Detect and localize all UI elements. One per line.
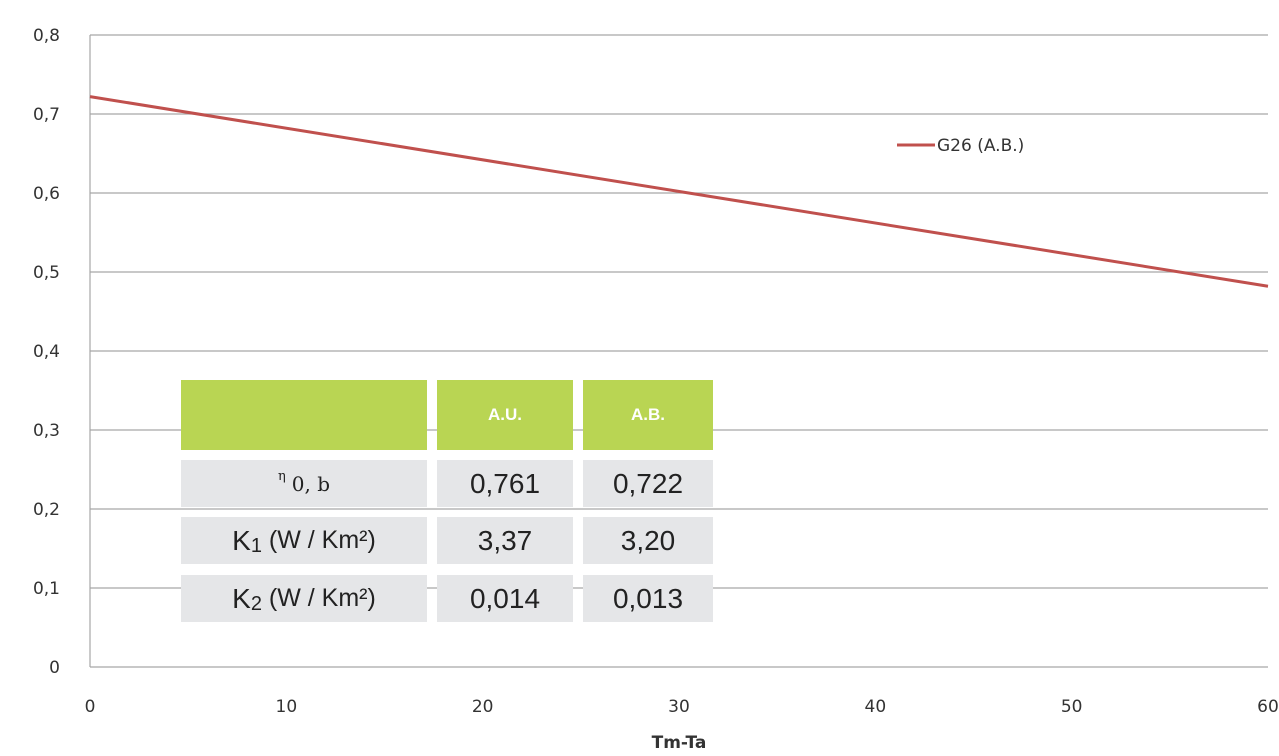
y-tick-label: 0,5 [33,263,60,283]
row-label-eta: η 0, b [181,460,427,507]
k2-symbol: K [232,582,251,614]
value-au-k2: 0,014 [437,575,573,622]
table-header-label-cell [181,380,427,450]
k1-subscript: 1 [250,535,262,557]
y-tick-label: 0,2 [33,500,60,520]
y-tick-label: 0 [49,658,60,678]
x-tick-label: 60 [1257,697,1279,717]
y-tick-label: 0,7 [33,105,60,125]
legend: G26 (A.B.) [897,136,1024,156]
k1-unit: (W / Km²) [261,526,376,554]
value-ab-k1: 3,20 [583,517,713,564]
k1-symbol: K [232,524,251,556]
x-tick-label: 10 [276,697,298,717]
x-tick-label: 50 [1061,697,1083,717]
y-tick-label: 0,1 [33,579,60,599]
value-ab-k2: 0,013 [583,575,713,622]
x-tick-label: 0 [85,697,96,717]
table-header-au: A.U. [437,380,573,450]
x-tick-labels: 0 10 20 30 40 50 60 [85,697,1279,717]
axes [89,35,1268,668]
table-header-ab: A.B. [583,380,713,450]
y-tick-label: 0,8 [33,26,60,46]
value-ab-eta: 0,722 [583,460,713,507]
eta-subscript: 0, b [291,471,331,496]
x-tick-label: 30 [668,697,690,717]
k2-unit: (W / Km²) [261,584,376,612]
y-tick-label: 0,4 [33,342,60,362]
y-tick-label: 0,6 [33,184,60,204]
eta-symbol: η [277,469,286,484]
x-tick-label: 20 [472,697,494,717]
k2-subscript: 2 [250,593,262,615]
series-lines [89,95,1269,288]
value-au-k1: 3,37 [437,517,573,564]
legend-label: G26 (A.B.) [937,136,1024,156]
series-line [89,95,1269,288]
x-axis-title: Tm-Ta [652,733,707,753]
value-au-eta: 0,761 [437,460,573,507]
y-tick-labels: 0 0,1 0,2 0,3 0,4 0,5 0,6 0,7 0,8 [33,26,60,678]
y-tick-label: 0,3 [33,421,60,441]
x-tick-label: 40 [865,697,887,717]
